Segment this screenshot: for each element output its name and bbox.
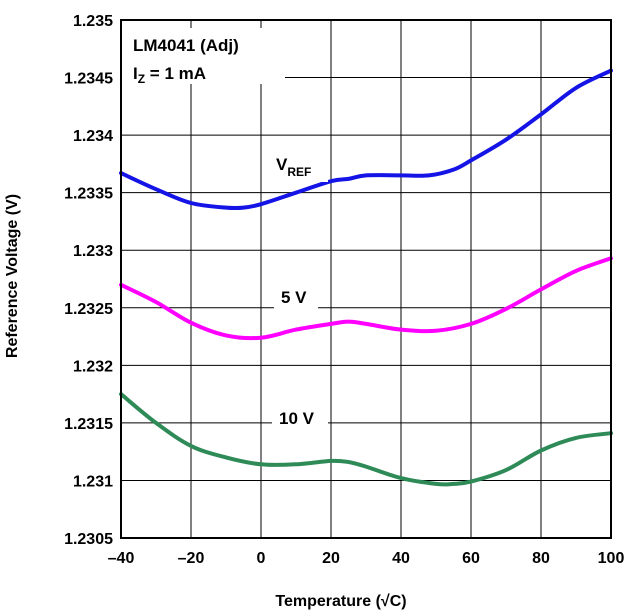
x-axis-title: Temperature (√C) [275,593,406,610]
series-label-10v: 10 V [279,409,315,428]
x-tick-label: 100 [598,550,625,567]
x-tick-label: 40 [392,550,410,567]
series-line-1 [119,256,613,341]
y-tick-labels: 1.2305 1.231 1.2315 1.232 1.2325 1.233 1.2335 1… [64,13,113,548]
x-tick-label: –40 [108,550,135,567]
vref-label-background [268,150,328,182]
series-layer [119,68,613,487]
10v-label-background [272,406,328,430]
y-tick-label: 1.231 [73,473,113,490]
y-tick-label: 1.2305 [64,531,113,548]
y-tick-label: 1.2345 [64,71,113,88]
annotation-background [121,28,285,84]
y-tick-label: 1.2315 [64,416,113,433]
x-tick-label: 0 [257,550,266,567]
y-tick-label: 1.234 [73,128,113,145]
y-axis-title: Reference Voltage (V) [4,194,21,358]
x-tick-labels: –40 –20 0 20 40 60 80 100 [108,550,625,567]
5v-label-background [274,285,318,309]
device-annotation: LM4041 (Adj) [133,36,239,55]
series-line-2 [119,392,613,487]
plot-frame [120,19,612,539]
x-tick-label: –20 [178,550,205,567]
y-tick-label: 1.232 [73,358,113,375]
series-line-0 [119,68,613,211]
series-label-vref: VREF [276,155,311,179]
y-tick-label: 1.235 [73,13,113,30]
grid [121,20,611,538]
y-tick-label: 1.2325 [64,301,113,318]
condition-annotation: IZ = 1 mA [133,64,206,86]
x-tick-label: 20 [322,550,340,567]
y-tick-label: 1.2335 [64,186,113,203]
y-tick-label: 1.233 [73,243,113,260]
series-label-5v: 5 V [281,288,307,307]
x-tick-label: 60 [462,550,480,567]
x-tick-label: 80 [532,550,550,567]
